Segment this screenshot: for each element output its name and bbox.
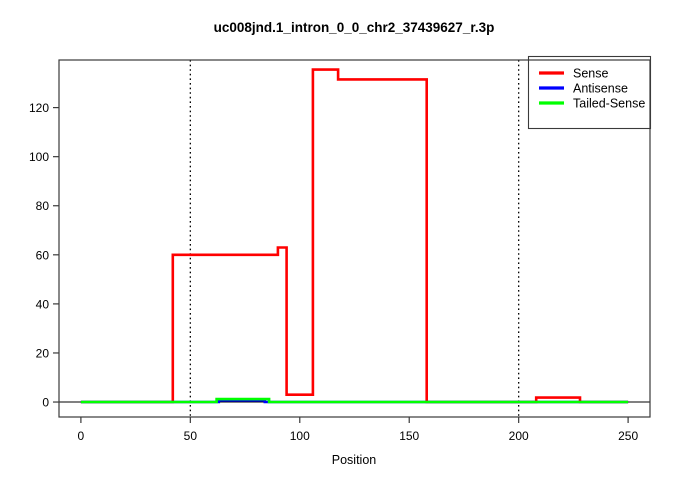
chart-title: uc008jnd.1_intron_0_0_chr2_37439627_r.3p xyxy=(214,20,495,35)
x-tick-label-150: 150 xyxy=(399,429,419,443)
plot-box xyxy=(58,59,651,418)
y-tick-label-100: 100 xyxy=(29,150,49,164)
y-tick-label-20: 20 xyxy=(36,346,50,360)
y-tick-label-120: 120 xyxy=(29,101,49,115)
x-tick-label-250: 250 xyxy=(618,429,638,443)
x-tick-label-200: 200 xyxy=(509,429,529,443)
legend-box xyxy=(527,55,652,130)
legend-label-sense: Sense xyxy=(573,67,608,81)
series-line-sense xyxy=(80,68,629,404)
plot-area: 0 50 100 150 200 250 0 20 40 60 80 100 120 xyxy=(29,59,651,443)
y-tick-label-80: 80 xyxy=(36,199,50,213)
x-tick-label-0: 0 xyxy=(78,429,85,443)
x-tick-label-100: 100 xyxy=(290,429,310,443)
x-axis-label: Position xyxy=(332,453,377,467)
legend-label-tailed-sense: Tailed-Sense xyxy=(573,97,645,111)
x-tick-label-50: 50 xyxy=(184,429,198,443)
legend-label-antisense: Antisense xyxy=(573,82,628,96)
y-tick-label-40: 40 xyxy=(36,297,50,311)
series-line-tailed-sense xyxy=(80,397,629,404)
y-tick-label-0: 0 xyxy=(42,396,49,410)
y-tick-label-60: 60 xyxy=(36,248,50,262)
